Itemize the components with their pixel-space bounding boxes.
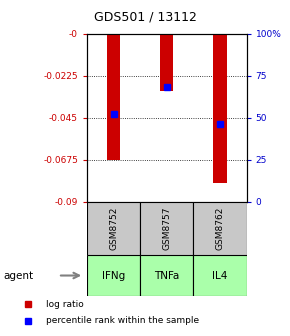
Text: agent: agent — [3, 270, 33, 281]
Bar — [140, 255, 193, 296]
Bar — [193, 255, 246, 296]
Text: GSM8762: GSM8762 — [215, 207, 224, 250]
Text: IL4: IL4 — [212, 270, 228, 281]
Bar — [87, 202, 140, 255]
Bar — [193, 202, 246, 255]
Text: IFNg: IFNg — [102, 270, 125, 281]
Bar — [213, 34, 226, 183]
Text: percentile rank within the sample: percentile rank within the sample — [46, 317, 199, 325]
Text: GSM8752: GSM8752 — [109, 207, 118, 250]
Text: GDS501 / 13112: GDS501 / 13112 — [94, 10, 196, 23]
Bar — [87, 255, 140, 296]
Bar — [160, 34, 173, 91]
Bar — [107, 34, 120, 160]
Text: GSM8757: GSM8757 — [162, 207, 171, 250]
Text: log ratio: log ratio — [46, 300, 84, 308]
Text: TNFa: TNFa — [154, 270, 180, 281]
Bar — [140, 202, 193, 255]
